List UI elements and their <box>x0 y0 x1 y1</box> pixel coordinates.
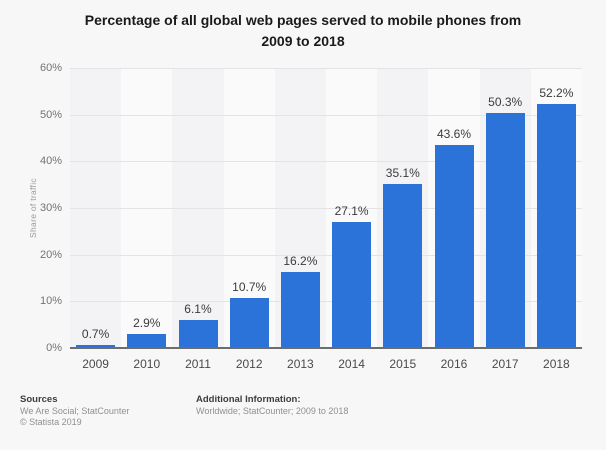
y-axis-tick-label: 20% <box>39 248 62 261</box>
bar-value-label: 35.1% <box>385 166 420 181</box>
bar-2012 <box>229 298 269 348</box>
additional-information-line: Worldwide; StatCounter; 2009 to 2018 <box>196 406 349 416</box>
bar-value-label: 0.7% <box>81 326 110 341</box>
chart-title: Percentage of all global web pages serve… <box>33 10 573 52</box>
bar-value-label: 6.1% <box>184 301 212 316</box>
footer-additional-information: Additional Information: Worldwide; StatC… <box>196 394 348 417</box>
bar-2014 <box>332 221 372 348</box>
bar-value-label: 27.1% <box>334 203 369 218</box>
additional-information-heading: Additional Information: <box>196 394 301 405</box>
x-axis-label: 2009 <box>82 357 109 371</box>
bar-value-label: 2.9% <box>133 316 161 331</box>
x-axis-label: 2011 <box>185 357 211 371</box>
bar-2016 <box>434 144 474 348</box>
y-axis-tick-label: 60% <box>39 62 62 74</box>
x-axis-label: 2016 <box>440 357 468 371</box>
y-axis-tick-label: 0% <box>46 342 62 354</box>
bar-2015 <box>383 184 423 348</box>
gridline <box>70 301 582 303</box>
bar-2013 <box>280 272 320 348</box>
bar-value-label: 16.2% <box>283 254 318 269</box>
bar-value-label: 52.2% <box>539 86 574 101</box>
x-axis-label: 2017 <box>491 357 519 371</box>
chart-title-line-2: 2009 to 2018 <box>261 33 345 49</box>
y-axis-tick-label: 10% <box>39 295 62 308</box>
bar-2018 <box>536 104 576 348</box>
x-axis-line <box>70 347 582 349</box>
bar-value-label: 43.6% <box>436 126 471 141</box>
gridline <box>70 254 582 256</box>
bar-2011 <box>178 319 218 348</box>
bar-value-label: 10.7% <box>232 280 267 295</box>
x-axis-label: 2015 <box>389 357 417 371</box>
chart-title-line-1: Percentage of all global web pages serve… <box>84 12 522 28</box>
x-axis-label: 2014 <box>338 357 365 371</box>
bar-2010 <box>127 334 167 348</box>
y-axis-tick-label: 40% <box>39 155 62 168</box>
y-axis-tick-label: 50% <box>39 108 62 121</box>
x-axis-label: 2013 <box>287 357 314 371</box>
x-axis-label: 2012 <box>235 357 263 371</box>
sources-line: We Are Social; StatCounter <box>20 406 130 416</box>
plot-area: 0.7% 2009 2.9% 2010 6.1% 2011 10.7% 2012 16.2% 20… <box>70 68 582 371</box>
gridline <box>70 68 582 69</box>
gridline <box>70 161 582 163</box>
bar-2017 <box>485 113 525 348</box>
y-axis-title: Share of traffic <box>28 178 38 238</box>
copyright-line: © Statista 2019 <box>20 417 82 427</box>
bar-2009 <box>76 344 116 348</box>
x-axis-label: 2018 <box>543 357 570 371</box>
gridline <box>70 208 582 209</box>
bar-value-label: 50.3% <box>488 95 523 110</box>
x-axis-label: 2010 <box>133 357 161 371</box>
footer-sources: Sources We Are Social; StatCounter © Sta… <box>20 394 129 428</box>
gridline <box>70 114 582 116</box>
sources-heading: Sources <box>20 394 58 405</box>
